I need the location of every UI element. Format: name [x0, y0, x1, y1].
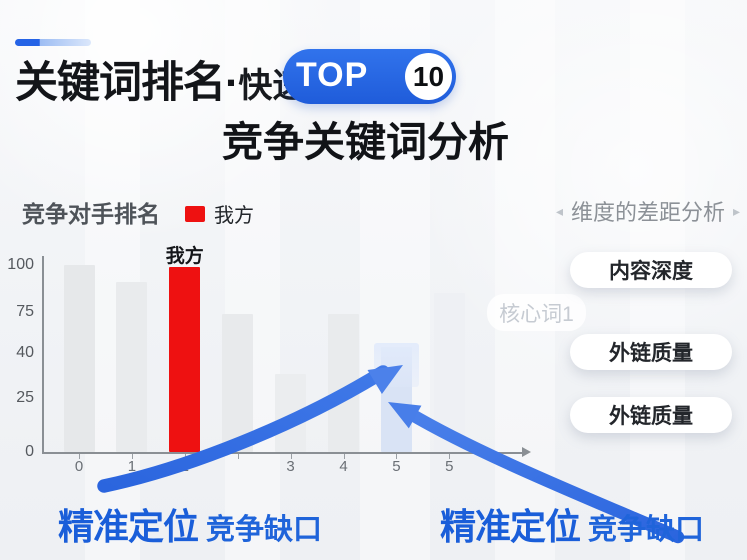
x-tick-label: 4: [339, 458, 348, 475]
x-tick-label: 1: [127, 458, 137, 475]
dimension-button-content-depth[interactable]: 内容深度: [570, 252, 732, 288]
title-accent-dash: [15, 39, 91, 46]
page-subtitle: 竞争关键词分析: [222, 119, 509, 165]
y-tick-label: 75: [16, 303, 34, 320]
highlight-bar-glow: [373, 343, 419, 388]
y-tick-label: 0: [25, 443, 34, 460]
page-title-main: 关键词排名: [15, 59, 226, 107]
callout-left: 精准定位 竞争缺口: [58, 498, 322, 550]
page-title: 关键词排名·快速: [15, 48, 306, 110]
y-tick-label: 100: [7, 256, 34, 273]
x-axis-arrowhead: [522, 447, 531, 457]
legend-label: 我方: [214, 205, 254, 227]
top10-badge-label: TOP: [296, 56, 369, 94]
dimension-button-backlink-quality-1[interactable]: 外链质量: [570, 334, 732, 370]
top10-badge-value: 10: [405, 53, 452, 100]
x-axis-tick: [396, 454, 398, 459]
callout-right-rest: 竞争缺口: [588, 514, 705, 546]
bar: [116, 281, 148, 452]
chart-section-title: 竞争对手排名: [22, 201, 160, 227]
y-tick-label: 25: [16, 389, 34, 406]
callout-left-rest: 竞争缺口: [206, 514, 323, 546]
chevron-left-icon[interactable]: ◂: [555, 202, 563, 219]
x-tick-label: 5: [445, 458, 454, 475]
x-axis-line: [42, 452, 524, 454]
callout-left-strong: 精准定位: [58, 506, 199, 547]
x-tick-label: 0: [74, 458, 84, 475]
chart-legend: 我方: [185, 199, 254, 228]
bar-ours-label: 我方: [165, 245, 204, 267]
x-axis-tick: [237, 454, 239, 459]
x-tick-label: 5: [392, 458, 401, 475]
x-tick-label: 3: [286, 458, 295, 475]
y-axis-line: [42, 256, 44, 453]
bar: [222, 314, 254, 452]
right-panel-header: ◂ 维度的差距分析 ▸: [548, 195, 747, 227]
bar: [328, 314, 359, 452]
callout-right-strong: 精准定位: [440, 506, 581, 547]
bar-ours: [169, 266, 201, 452]
bar: [373, 343, 419, 452]
callout-right: 精准定位 竞争缺口: [440, 498, 704, 550]
page-title-dot: ·: [225, 59, 239, 107]
y-tick-label: 40: [16, 344, 34, 361]
core-keyword-tag: 核心词1: [487, 294, 586, 331]
right-panel-title: 维度的差距分析: [570, 200, 725, 225]
bar: [433, 293, 465, 452]
x-axis-tick: [79, 454, 80, 459]
top10-badge: TOP 10: [283, 49, 456, 104]
x-axis-tick: [495, 454, 496, 459]
x-tick-label: 2: [180, 458, 189, 475]
bar: [275, 374, 307, 452]
chevron-right-icon[interactable]: ▸: [733, 202, 741, 219]
dimension-button-backlink-quality-2[interactable]: 外链质量: [570, 397, 732, 433]
legend-swatch: [185, 205, 205, 222]
bar: [63, 265, 95, 452]
